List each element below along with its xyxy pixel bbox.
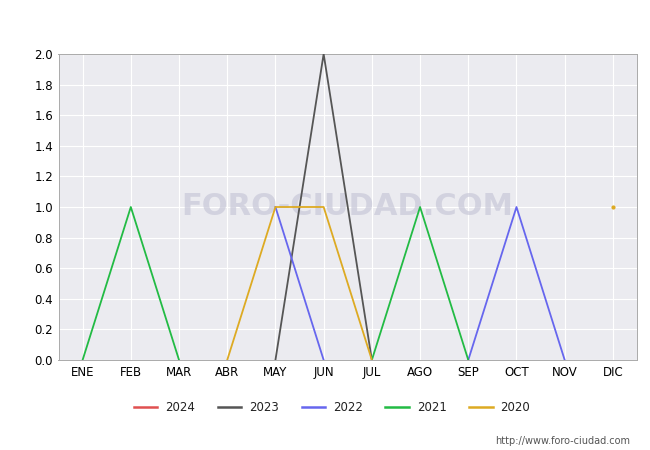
Text: 2023: 2023 [249, 401, 279, 414]
Text: 2021: 2021 [417, 401, 447, 414]
Text: http://www.foro-ciudad.com: http://www.foro-ciudad.com [495, 436, 630, 446]
Text: FORO-CIUDAD.COM: FORO-CIUDAD.COM [182, 193, 514, 221]
Text: 2020: 2020 [500, 401, 530, 414]
Text: Matriculaciones de Vehiculos en Escobar de Campos: Matriculaciones de Vehiculos en Escobar … [124, 13, 526, 28]
Text: 2022: 2022 [333, 401, 363, 414]
Text: 2024: 2024 [165, 401, 195, 414]
